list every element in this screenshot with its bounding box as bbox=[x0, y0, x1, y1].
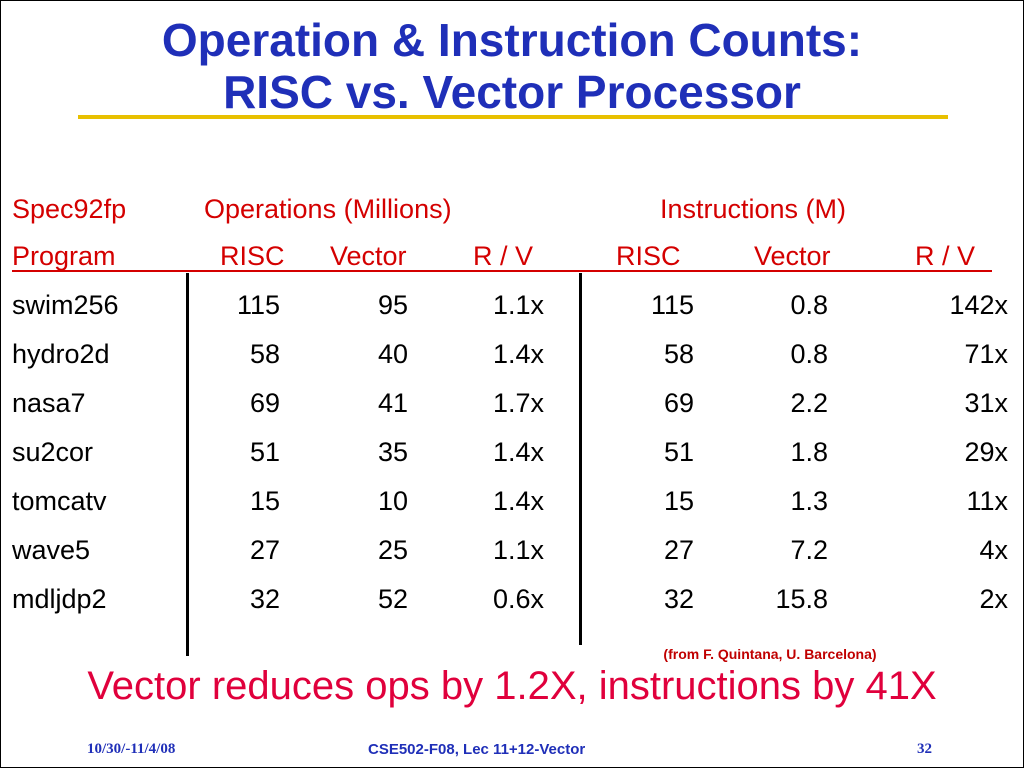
cell-inst-rv: 31x bbox=[964, 388, 1008, 418]
cell-inst-vector: 15.8 bbox=[775, 584, 828, 614]
cell-ops-rv: 1.1x bbox=[492, 535, 544, 565]
cell-inst-rv: 29x bbox=[964, 437, 1008, 467]
cell-inst-vector: 7.2 bbox=[790, 535, 828, 565]
cell-ops-rv: 1.4x bbox=[492, 437, 544, 467]
cell-ops-risc: 15 bbox=[249, 486, 280, 516]
header-program: Program bbox=[12, 241, 116, 271]
cell-ops-vector: 35 bbox=[377, 437, 408, 467]
cell-ops-vector: 95 bbox=[377, 290, 408, 320]
source-note: (from F. Quintana, U. Barcelona) bbox=[663, 646, 877, 662]
cell-inst-risc: 27 bbox=[663, 535, 694, 565]
footer-date: 10/30/-11/4/08 bbox=[87, 741, 176, 757]
cell-program: mdljdp2 bbox=[12, 584, 107, 614]
cell-ops-vector: 25 bbox=[377, 535, 408, 565]
conclusion-text: Vector reduces ops by 1.2X, instructions… bbox=[87, 664, 937, 708]
cell-ops-risc: 27 bbox=[249, 535, 280, 565]
column-divider-program bbox=[186, 273, 189, 656]
cell-ops-risc: 69 bbox=[249, 388, 280, 418]
title-underline bbox=[78, 115, 948, 119]
cell-inst-vector: 1.8 bbox=[790, 437, 828, 467]
footer-course: CSE502-F08, Lec 11+12-Vector bbox=[368, 741, 586, 758]
header-operations: Operations (Millions) bbox=[204, 194, 452, 224]
header-inst-rv: R / V bbox=[915, 241, 976, 271]
cell-inst-risc: 32 bbox=[663, 584, 694, 614]
cell-inst-rv: 11x bbox=[966, 486, 1008, 516]
cell-ops-rv: 0.6x bbox=[492, 584, 544, 614]
header-ops-risc: RISC bbox=[220, 241, 285, 271]
header-spec: Spec92fp bbox=[12, 194, 127, 224]
cell-inst-risc: 15 bbox=[663, 486, 694, 516]
cell-inst-risc: 115 bbox=[650, 290, 694, 320]
title-line-1: Operation & Instruction Counts: bbox=[161, 14, 863, 66]
cell-program: nasa7 bbox=[12, 388, 86, 418]
cell-inst-vector: 0.8 bbox=[790, 290, 828, 320]
cell-inst-vector: 2.2 bbox=[790, 388, 828, 418]
cell-program: hydro2d bbox=[12, 339, 110, 369]
cell-program: wave5 bbox=[12, 535, 91, 565]
header-instructions: Instructions (M) bbox=[660, 194, 847, 224]
cell-ops-vector: 52 bbox=[377, 584, 408, 614]
cell-ops-risc: 58 bbox=[249, 339, 280, 369]
cell-ops-risc: 51 bbox=[249, 437, 280, 467]
cell-inst-vector: 0.8 bbox=[790, 339, 828, 369]
slide-title: Operation & Instruction Counts: RISC vs.… bbox=[0, 14, 1024, 118]
cell-program: su2cor bbox=[12, 437, 94, 467]
cell-program: swim256 bbox=[12, 290, 119, 320]
cell-inst-rv: 2x bbox=[979, 584, 1008, 614]
cell-program: tomcatv bbox=[12, 486, 107, 516]
cell-inst-rv: 71x bbox=[964, 339, 1008, 369]
cell-inst-rv: 142x bbox=[949, 290, 1008, 320]
footer-page-number: 32 bbox=[917, 741, 932, 757]
header-inst-vector: Vector bbox=[754, 241, 831, 271]
cell-ops-rv: 1.4x bbox=[492, 486, 544, 516]
cell-inst-risc: 69 bbox=[663, 388, 694, 418]
cell-ops-vector: 41 bbox=[377, 388, 408, 418]
cell-inst-vector: 1.3 bbox=[790, 486, 828, 516]
cell-ops-risc: 32 bbox=[249, 584, 280, 614]
cell-ops-rv: 1.4x bbox=[492, 339, 544, 369]
cell-inst-risc: 58 bbox=[663, 339, 694, 369]
cell-ops-rv: 1.7x bbox=[492, 388, 544, 418]
header-inst-risc: RISC bbox=[616, 241, 681, 271]
header-underline bbox=[12, 270, 992, 272]
title-line-2: RISC vs. Vector Processor bbox=[223, 66, 801, 118]
cell-ops-vector: 10 bbox=[377, 486, 408, 516]
column-divider-operations bbox=[579, 273, 582, 645]
header-ops-vector: Vector bbox=[330, 241, 407, 271]
header-ops-rv: R / V bbox=[473, 241, 534, 271]
cell-ops-rv: 1.1x bbox=[492, 290, 544, 320]
cell-ops-risc: 115 bbox=[236, 290, 280, 320]
cell-inst-risc: 51 bbox=[663, 437, 694, 467]
cell-inst-rv: 4x bbox=[979, 535, 1008, 565]
cell-ops-vector: 40 bbox=[377, 339, 408, 369]
